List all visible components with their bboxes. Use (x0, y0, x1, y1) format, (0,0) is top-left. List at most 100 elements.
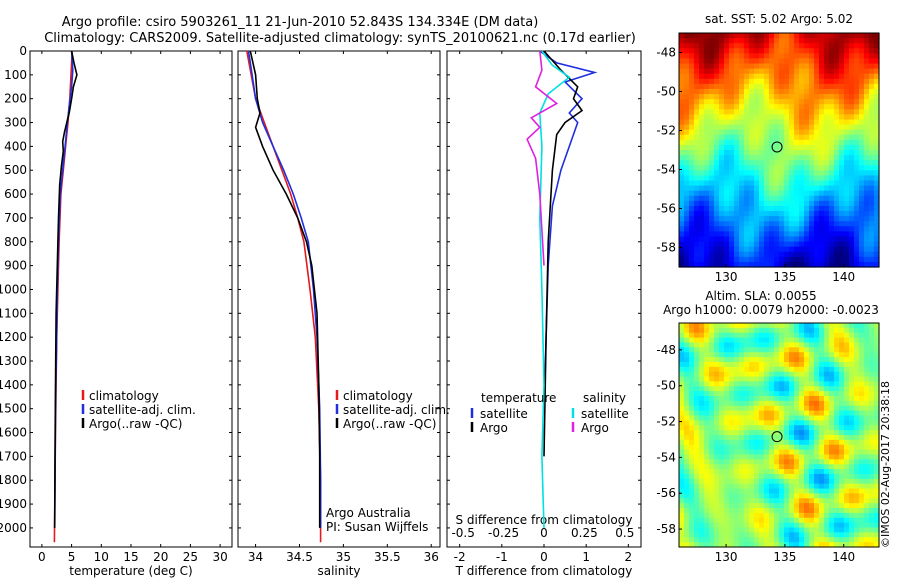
field-cell (854, 444, 860, 451)
field-cell (739, 114, 745, 121)
field-cell (729, 256, 735, 263)
field-cell (774, 420, 780, 426)
field-cell (779, 498, 785, 504)
field-cell (799, 99, 805, 105)
field-cell (744, 63, 750, 70)
field-cell (814, 425, 820, 431)
field-cell (714, 114, 720, 121)
field-cell (754, 371, 760, 378)
field-cell (794, 261, 800, 268)
field-cell (799, 386, 805, 392)
field-cell (819, 211, 825, 217)
field-cell (829, 68, 835, 75)
field-cell (739, 78, 745, 85)
field-cell (804, 124, 810, 131)
field-cell (744, 376, 750, 383)
field-cell (854, 241, 860, 248)
field-cell (859, 104, 865, 110)
field-cell (819, 396, 825, 402)
field-cell (859, 119, 865, 126)
field-cell (699, 464, 705, 470)
field-cell (859, 381, 865, 387)
field-cell (784, 400, 790, 407)
y-tick-label: 1100 (0, 306, 27, 320)
field-cell (744, 144, 750, 151)
field-cell (774, 170, 780, 177)
field-cell (704, 391, 710, 397)
field-cell (679, 261, 685, 268)
field-cell (824, 386, 830, 392)
field-cell (824, 508, 830, 514)
field-cell (734, 415, 740, 421)
field-cell (774, 104, 780, 110)
field-cell (844, 327, 850, 334)
field-cell (719, 473, 725, 480)
field-cell (869, 165, 875, 171)
field-cell (874, 175, 880, 182)
field-cell (804, 532, 810, 538)
field-cell (814, 449, 820, 456)
field-cell (854, 342, 860, 348)
field-cell (819, 493, 825, 499)
field-cell (789, 347, 795, 353)
y-tick-label: 100 (4, 68, 27, 82)
field-cell (729, 246, 735, 253)
field-cell (739, 53, 745, 60)
field-cell (874, 347, 880, 353)
field-cell (734, 527, 740, 533)
field-cell (849, 251, 855, 258)
field-cell (764, 361, 770, 368)
field-cell (804, 38, 810, 44)
field-cell (769, 78, 775, 85)
field-cell (869, 512, 875, 519)
field-cell (729, 175, 735, 182)
field-cell (739, 488, 745, 495)
field-cell (729, 38, 735, 44)
field-cell (819, 347, 825, 353)
field-cell (724, 144, 730, 151)
field-cell (814, 180, 820, 187)
field-cell (724, 251, 730, 258)
field-cell (749, 542, 755, 548)
field-cell (794, 175, 800, 182)
field-cell (769, 124, 775, 131)
field-cell (839, 94, 845, 100)
field-cell (874, 236, 880, 243)
field-cell (829, 165, 835, 171)
field-cell (754, 400, 760, 407)
field-cell (754, 391, 760, 397)
field-cell (784, 439, 790, 446)
field-cell (834, 371, 840, 378)
field-cell (754, 512, 760, 519)
field-cell (844, 109, 850, 115)
field-cell (779, 469, 785, 475)
field-cell (804, 512, 810, 519)
field-cell (814, 405, 820, 412)
field-cell (709, 478, 715, 485)
field-cell (774, 236, 780, 243)
annotation-line: Argo Australia (326, 506, 411, 520)
field-cell (724, 332, 730, 339)
field-cell (809, 361, 815, 368)
field-cell (774, 160, 780, 166)
x-tick-label: 2 (625, 550, 633, 564)
field-cell (714, 134, 720, 141)
field-cell (774, 508, 780, 514)
field-cell (874, 68, 880, 75)
field-cell (874, 386, 880, 392)
field-cell (754, 488, 760, 495)
field-cell (779, 33, 785, 39)
field-cell (704, 190, 710, 197)
field-cell (834, 78, 840, 85)
field-cell (714, 38, 720, 44)
y-tick-label: 1900 (0, 497, 27, 511)
field-cell (744, 478, 750, 485)
field-cell (819, 109, 825, 115)
field-cell (679, 221, 685, 227)
field-cell (779, 38, 785, 44)
field-cell (819, 99, 825, 105)
field-cell (859, 415, 865, 421)
series-line-salinity-argo (526, 50, 559, 266)
field-cell (754, 435, 760, 441)
legend-title-salinity: salinity (583, 391, 626, 405)
